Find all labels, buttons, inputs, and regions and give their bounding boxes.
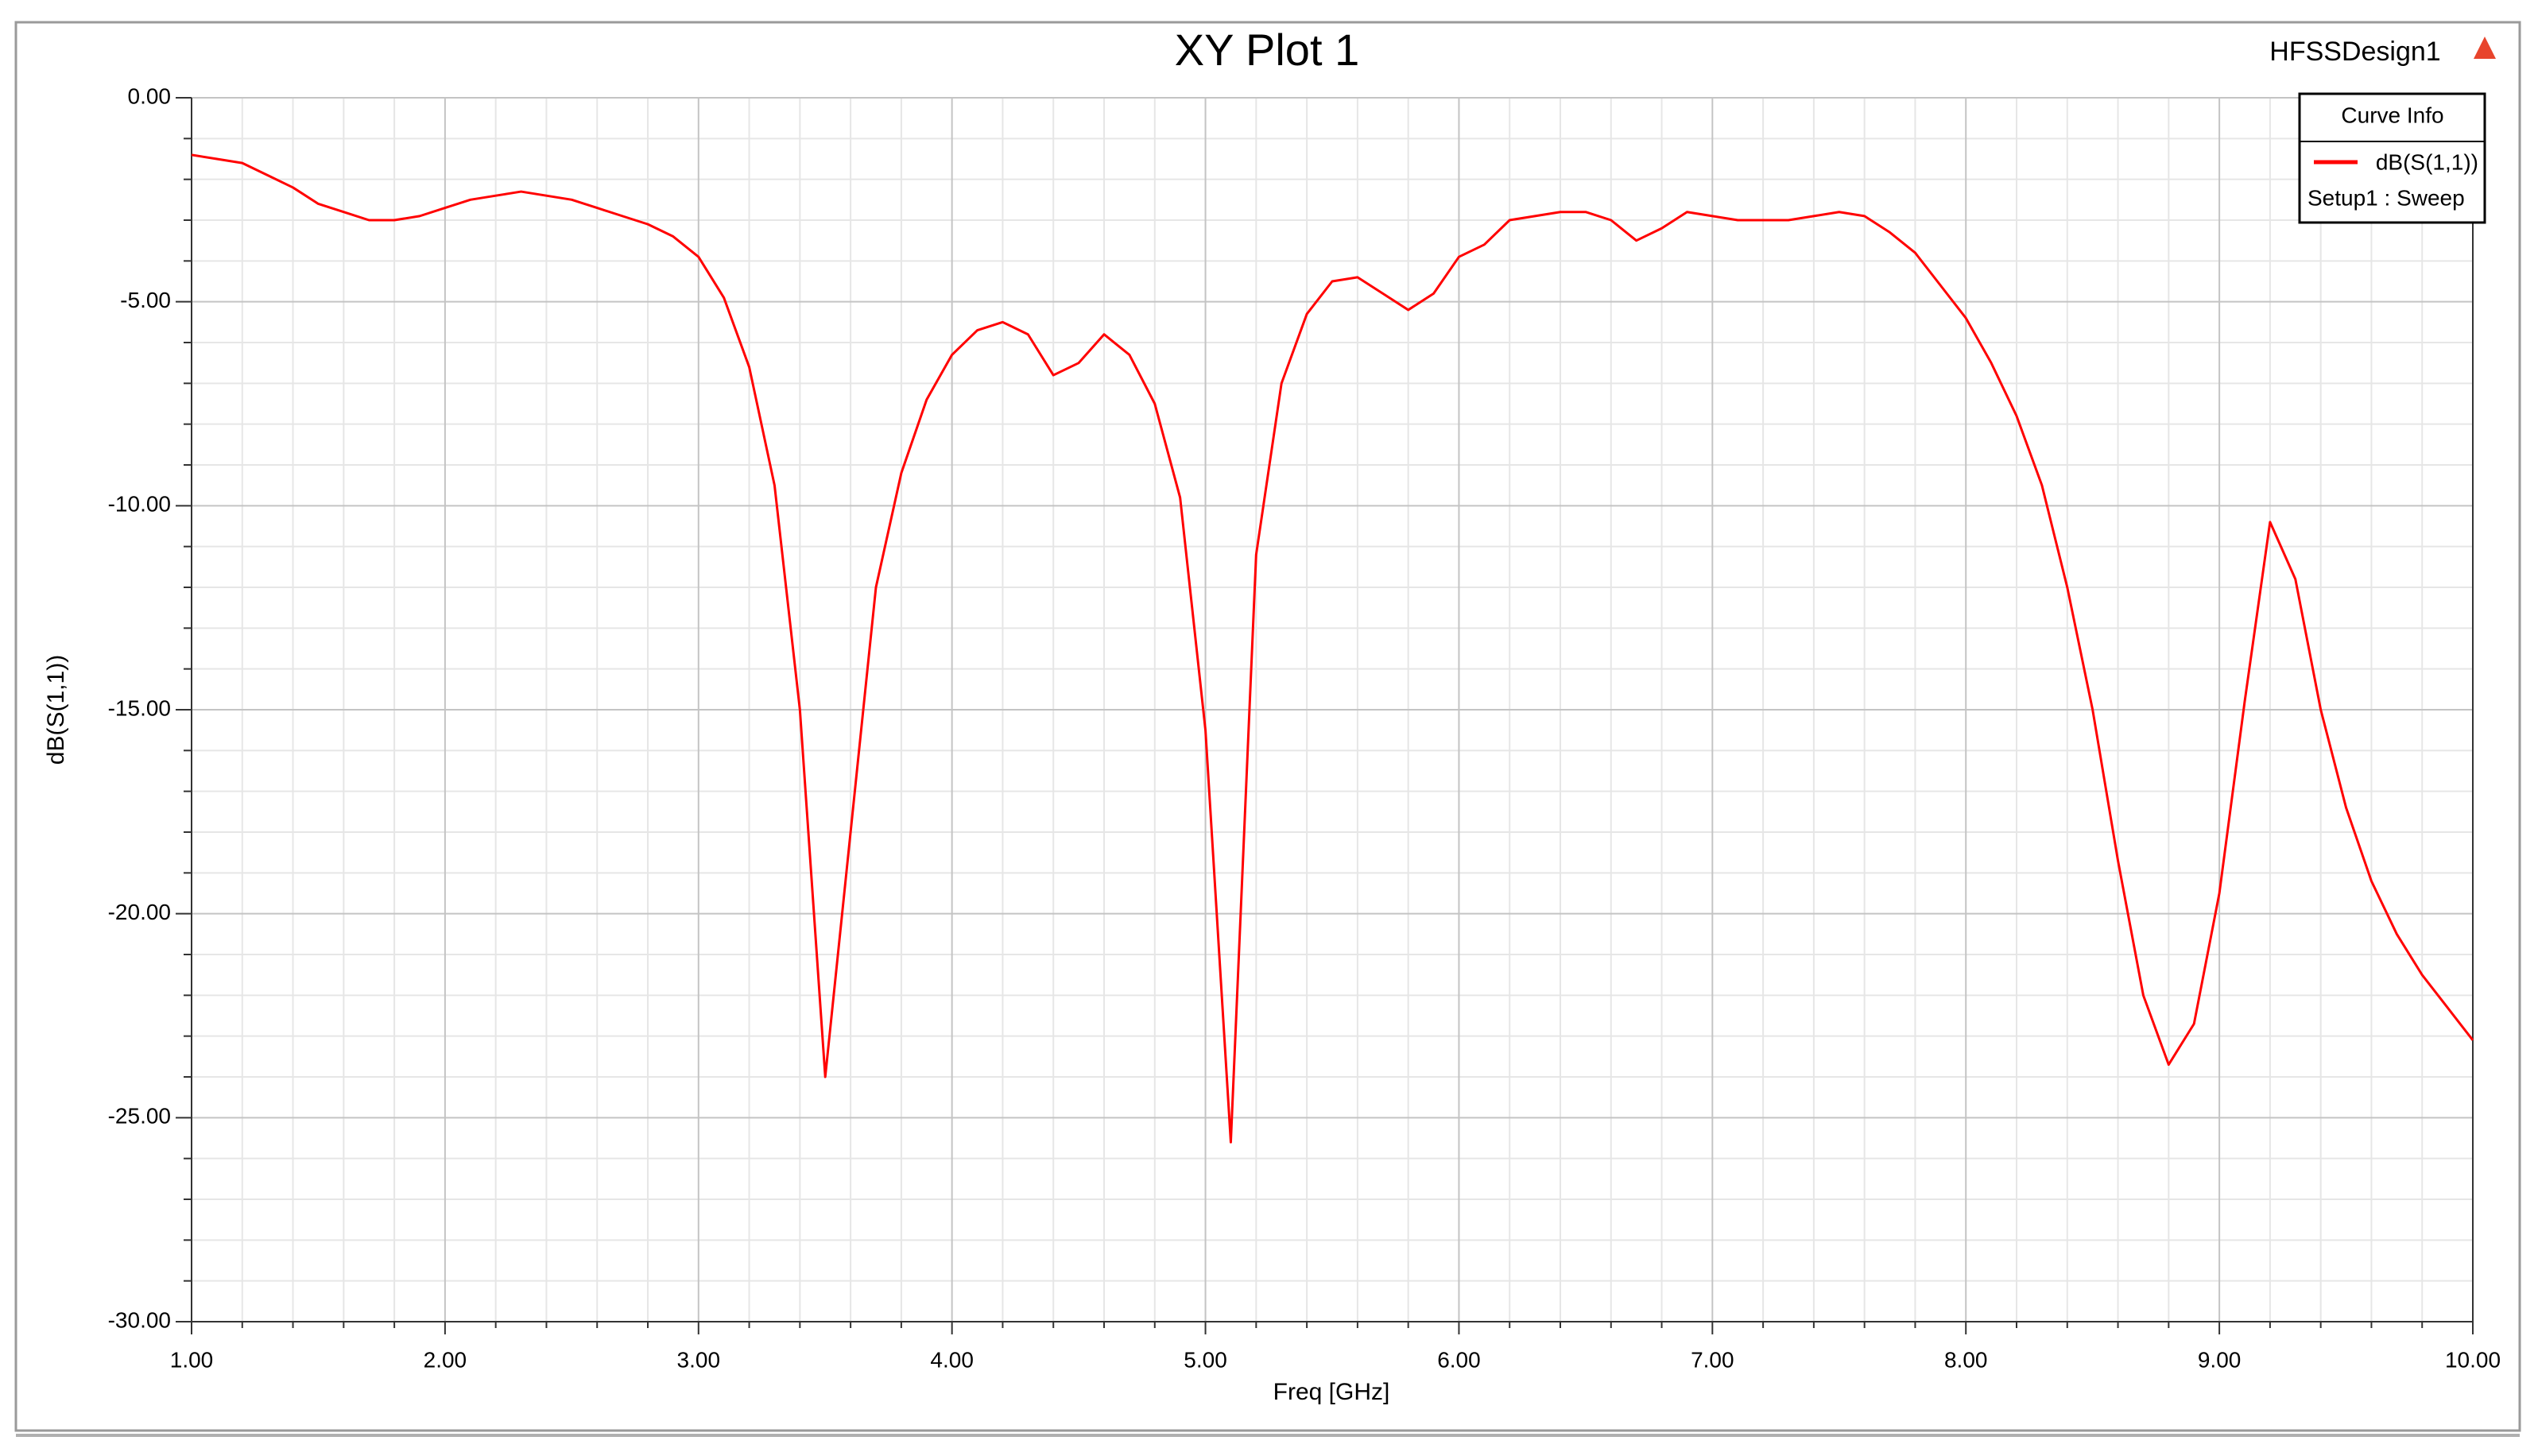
y-tick-label: -25.00 <box>108 1104 171 1129</box>
chart-title: XY Plot 1 <box>1175 25 1359 75</box>
y-tick-label: -5.00 <box>120 288 171 312</box>
y-tick-label: -30.00 <box>108 1307 171 1332</box>
legend-box <box>2298 92 2486 224</box>
x-tick-label: 5.00 <box>1184 1347 1227 1372</box>
design-name: HFSSDesign1 <box>2269 37 2440 67</box>
legend-title: Curve Info <box>2341 103 2443 127</box>
y-tick-label: -15.00 <box>108 695 171 720</box>
design-icon[interactable] <box>2474 37 2496 59</box>
legend[interactable]: Curve Info dB(S(1,1)) Setup1 : Sweep <box>2298 92 2486 224</box>
grid <box>191 97 2474 1322</box>
y-tick-label: 0.00 <box>128 83 172 108</box>
x-tick-label: 9.00 <box>2198 1347 2242 1372</box>
x-axis-label: Freq [GHz] <box>1273 1379 1390 1405</box>
x-tick-label: 3.00 <box>677 1347 721 1372</box>
x-tick-label: 2.00 <box>424 1347 467 1372</box>
plot-area <box>191 153 2474 1144</box>
y-tick-label: -20.00 <box>108 900 171 924</box>
x-tick-label: 7.00 <box>1691 1347 1734 1372</box>
window-frame <box>14 21 2521 1432</box>
legend-setup: Setup1 : Sweep <box>2307 185 2465 210</box>
x-tick-label: 6.00 <box>1437 1347 1481 1372</box>
y-tick-label: -10.00 <box>108 492 171 517</box>
x-tick-label: 1.00 <box>170 1347 214 1372</box>
y-axis-label: dB(S(1,1)) <box>43 655 69 765</box>
axes: 1.00 2.00 3.00 4.00 5.00 6.00 7.00 8.00 9.00 10.0… <box>108 83 2501 1372</box>
x-tick-label: 10.00 <box>2445 1347 2501 1372</box>
x-tick-label: 4.00 <box>930 1347 974 1372</box>
series-line <box>191 153 2474 1144</box>
legend-entry: dB(S(1,1)) <box>2376 149 2478 174</box>
x-tick-label: 8.00 <box>1944 1347 1988 1372</box>
